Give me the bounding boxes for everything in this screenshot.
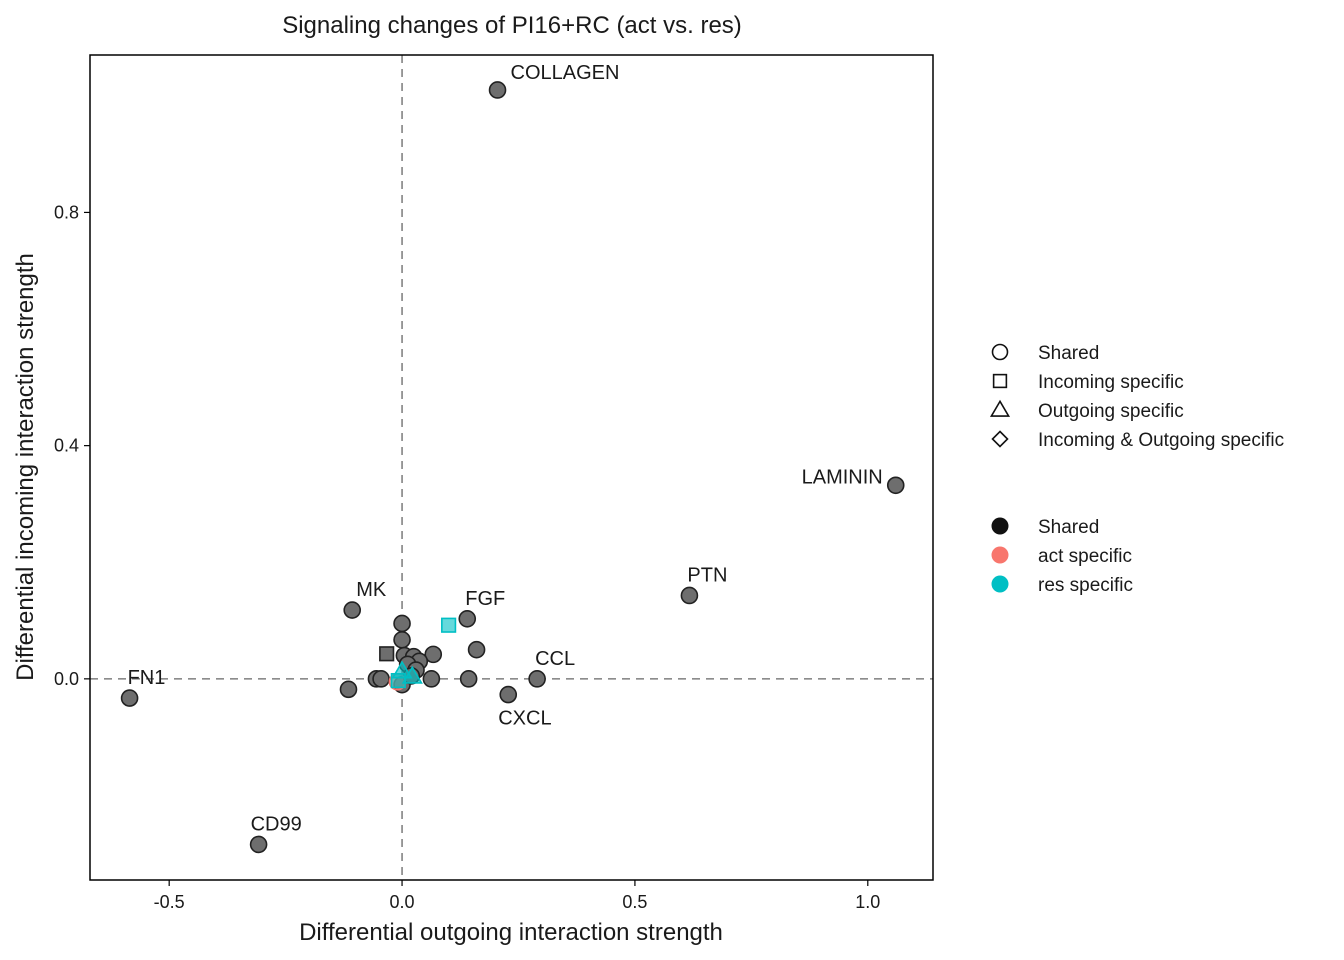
data-point (339, 680, 358, 699)
data-point (441, 617, 457, 633)
legend-label: Shared (1038, 517, 1099, 538)
legend-color-swatch (991, 517, 1009, 535)
data-point-cd99 (249, 835, 268, 854)
point-label-mk: MK (356, 579, 387, 601)
point-label-cxcl: CXCL (498, 708, 551, 730)
x-axis: -0.5 0.0 0.5 1.0 (154, 880, 880, 912)
point-label-fn1: FN1 (128, 667, 166, 689)
y-axis-title: Differential incoming interaction streng… (12, 253, 39, 681)
legend-shape-square-icon (992, 373, 1008, 389)
legend-label: act specific (1038, 546, 1132, 567)
point-label-laminin: LAMININ (802, 466, 883, 488)
data-point (424, 645, 443, 664)
point-label-collagen: COLLAGEN (511, 62, 620, 84)
data-point-mk (343, 601, 362, 619)
legend: Shared Incoming specific Outgoing specific… (989, 343, 1284, 596)
y-tick-label: 0.8 (54, 202, 79, 222)
data-point (393, 614, 411, 633)
legend-label: Incoming & Outgoing specific (1038, 430, 1284, 451)
x-axis-title: Differential outgoing interaction streng… (299, 919, 723, 946)
x-tick-label: 0.5 (622, 892, 647, 912)
data-point (422, 670, 441, 688)
legend-color-swatch (991, 546, 1009, 564)
data-point (372, 670, 390, 688)
y-tick-label: 0.0 (54, 669, 79, 689)
data-point-fn1 (120, 689, 139, 707)
legend-label: res specific (1038, 575, 1133, 596)
x-tick-label: -0.5 (154, 892, 185, 912)
data-point-cxcl (499, 685, 518, 704)
legend-shape-triangle-icon (989, 399, 1011, 417)
legend-label: Shared (1038, 343, 1099, 364)
data-point (459, 670, 478, 688)
data-point (401, 665, 423, 684)
y-axis: 0.0 0.4 0.8 (54, 202, 90, 689)
point-label-cd99: CD99 (251, 813, 302, 835)
data-point (467, 640, 486, 659)
chart-title: Signaling changes of PI16+RC (act vs. re… (282, 12, 742, 39)
legend-label: Outgoing specific (1038, 401, 1184, 422)
data-point (391, 660, 413, 679)
point-label-ccl: CCL (535, 648, 575, 670)
data-point-ptn (680, 586, 699, 605)
point-label-ptn: PTN (687, 564, 727, 586)
x-tick-label: 1.0 (855, 892, 880, 912)
plot-frame (89, 54, 934, 881)
data-point (379, 646, 395, 662)
legend-color-swatch (991, 575, 1009, 593)
data-point-ccl (528, 670, 546, 688)
legend-shape-diamond-icon (991, 430, 1009, 448)
x-tick-label: 0.0 (390, 892, 415, 912)
data-point-laminin (886, 476, 905, 495)
data-point-fgf (458, 609, 477, 628)
data-point-collagen (488, 81, 507, 99)
legend-shape-circle-icon (991, 343, 1009, 361)
point-label-fgf: FGF (465, 588, 505, 610)
y-tick-label: 0.4 (54, 436, 79, 456)
plot-area: COLLAGEN LAMININ PTN FGF MK CCL CXCL FN1 CD99 (90, 55, 933, 880)
legend-label: Incoming specific (1038, 372, 1184, 393)
data-point (393, 630, 411, 649)
